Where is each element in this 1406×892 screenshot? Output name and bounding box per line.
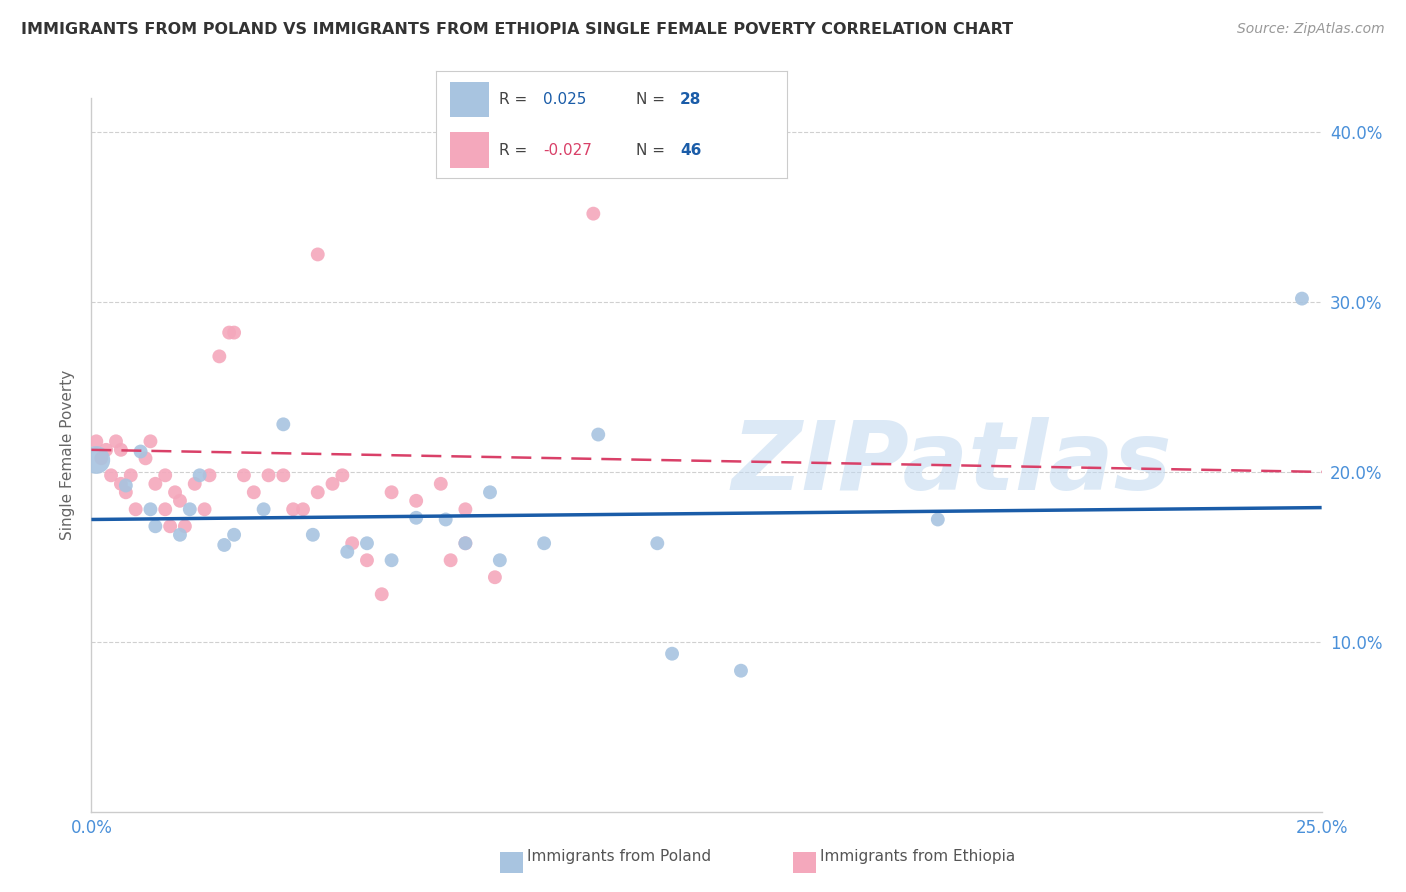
Text: Immigrants from Poland: Immigrants from Poland [527, 849, 711, 863]
Point [340, 536, 363, 550]
Point [145, 519, 166, 533]
Point [257, 468, 280, 483]
Point [114, 485, 138, 500]
Point [100, 468, 122, 483]
Point [169, 493, 191, 508]
Point [105, 434, 127, 449]
Point [222, 326, 246, 340]
Point [429, 476, 451, 491]
Point [271, 417, 295, 432]
Point [484, 570, 506, 584]
Text: 28: 28 [681, 92, 702, 107]
Point [434, 512, 457, 526]
Point [145, 476, 166, 491]
FancyBboxPatch shape [450, 82, 489, 118]
Point [405, 510, 427, 524]
Point [218, 326, 240, 340]
Point [135, 451, 156, 466]
Text: 46: 46 [681, 143, 702, 158]
Point [454, 536, 477, 550]
Point [212, 538, 235, 552]
Point [110, 442, 132, 457]
Point [927, 512, 949, 526]
Point [405, 493, 427, 508]
Point [222, 528, 246, 542]
Point [124, 502, 146, 516]
Point [86, 453, 108, 467]
Point [582, 207, 605, 221]
Point [489, 553, 512, 567]
Point [139, 434, 162, 449]
Point [90, 451, 112, 466]
Text: R =: R = [499, 92, 533, 107]
Point [588, 427, 610, 442]
Point [208, 350, 231, 364]
Point [533, 536, 555, 550]
Point [253, 502, 276, 516]
Point [169, 528, 191, 542]
FancyBboxPatch shape [793, 852, 815, 873]
Point [242, 485, 264, 500]
Point [232, 468, 256, 483]
Point [661, 647, 683, 661]
Text: Source: ZipAtlas.com: Source: ZipAtlas.com [1237, 22, 1385, 37]
Text: IMMIGRANTS FROM POLAND VS IMMIGRANTS FROM ETHIOPIA SINGLE FEMALE POVERTY CORRELA: IMMIGRANTS FROM POLAND VS IMMIGRANTS FRO… [21, 22, 1014, 37]
Point [336, 545, 359, 559]
Point [454, 536, 477, 550]
Text: 0.025: 0.025 [543, 92, 586, 107]
Point [380, 485, 402, 500]
FancyBboxPatch shape [501, 852, 523, 873]
Point [129, 444, 152, 458]
Point [730, 664, 752, 678]
Point [439, 553, 461, 567]
Point [139, 502, 162, 516]
Point [198, 468, 221, 483]
Text: ZIPatlas: ZIPatlas [731, 417, 1171, 510]
Point [183, 476, 207, 491]
Point [153, 468, 177, 483]
Point [174, 519, 197, 533]
Point [454, 502, 477, 516]
Point [163, 485, 186, 500]
Point [307, 485, 329, 500]
Point [321, 476, 343, 491]
Text: N =: N = [637, 143, 671, 158]
Point [281, 502, 304, 516]
Point [153, 502, 177, 516]
Point [86, 434, 108, 449]
Point [380, 553, 402, 567]
Point [645, 536, 669, 550]
Point [301, 528, 323, 542]
Text: R =: R = [499, 143, 533, 158]
Point [159, 519, 181, 533]
Point [179, 502, 201, 516]
Point [356, 536, 378, 550]
Point [370, 587, 392, 601]
Point [120, 468, 142, 483]
Point [291, 502, 314, 516]
Y-axis label: Single Female Poverty: Single Female Poverty [60, 370, 76, 540]
Point [356, 553, 378, 567]
Text: -0.027: -0.027 [543, 143, 592, 158]
Point [193, 502, 217, 516]
Point [110, 476, 132, 491]
Point [478, 485, 501, 500]
Point [307, 247, 329, 261]
Point [1291, 292, 1313, 306]
Point [114, 478, 138, 492]
Point [188, 468, 211, 483]
Text: N =: N = [637, 92, 671, 107]
Point [271, 468, 295, 483]
FancyBboxPatch shape [450, 132, 489, 168]
Text: Immigrants from Ethiopia: Immigrants from Ethiopia [820, 849, 1015, 863]
Point [330, 468, 353, 483]
Point [96, 442, 117, 457]
